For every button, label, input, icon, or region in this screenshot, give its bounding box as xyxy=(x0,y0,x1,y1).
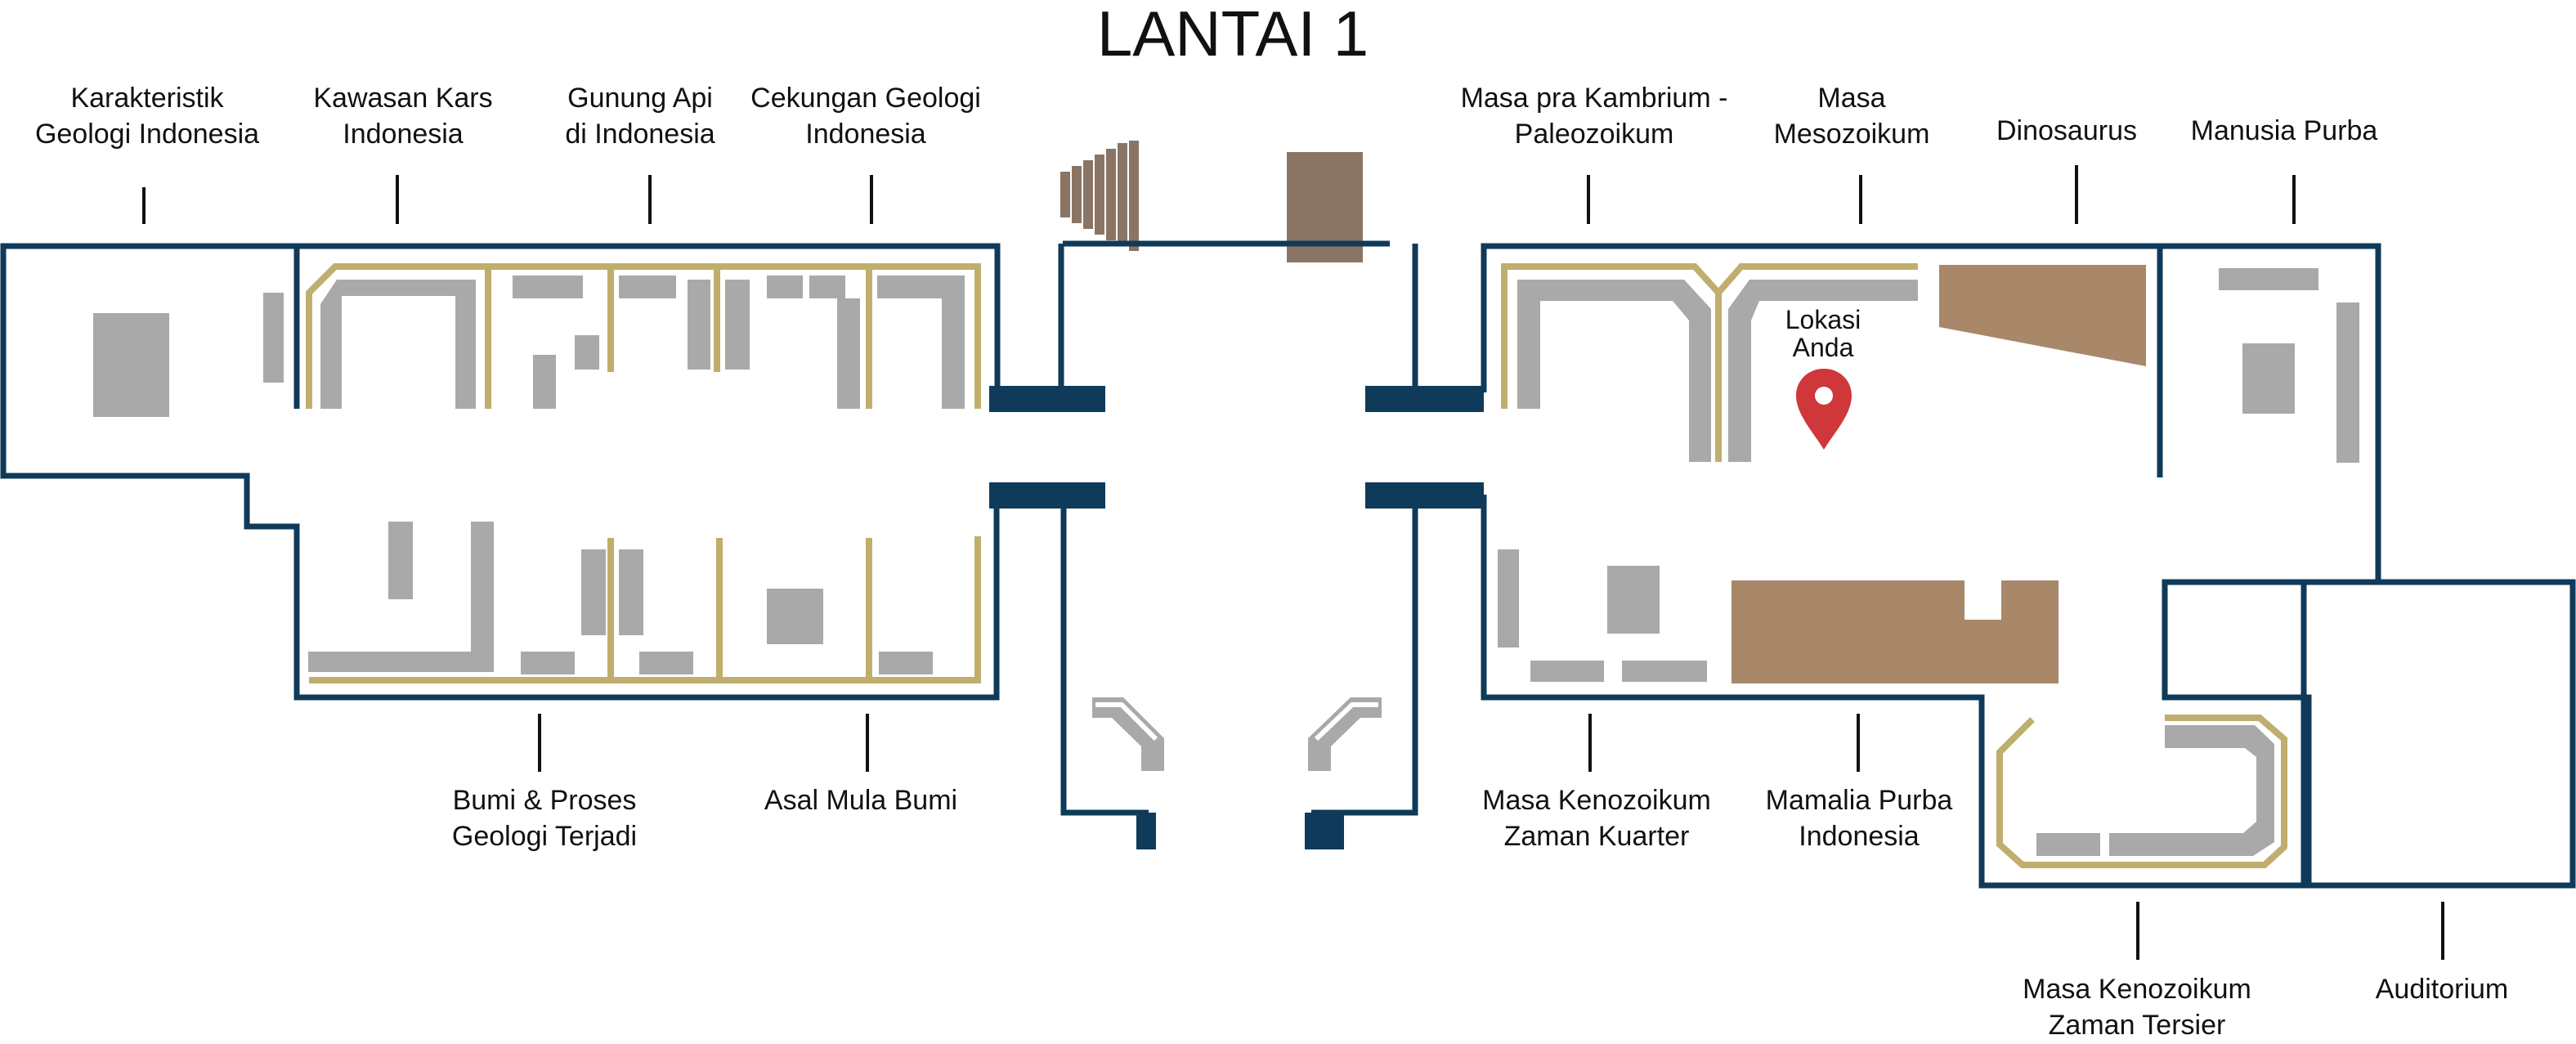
label-gunung-api: Gunung Api di Indonesia xyxy=(565,83,715,150)
svg-text:Mesozoikum: Mesozoikum xyxy=(1774,119,1930,150)
svg-text:Zaman Kuarter: Zaman Kuarter xyxy=(1504,821,1690,852)
center-walls xyxy=(1058,240,1418,816)
svg-text:Geologi Indonesia: Geologi Indonesia xyxy=(35,119,259,150)
svg-text:Bumi & Proses: Bumi & Proses xyxy=(453,785,637,816)
leader-lines xyxy=(142,165,2444,960)
display-cases-right-bottom xyxy=(1498,549,1707,682)
svg-text:Kawasan Kars: Kawasan Kars xyxy=(313,83,492,114)
svg-text:Zaman Tersier: Zaman Tersier xyxy=(2049,1010,2226,1041)
svg-text:Indonesia: Indonesia xyxy=(343,119,464,150)
floor-title: LANTAI 1 xyxy=(1097,0,1369,69)
svg-text:Geologi Terjadi: Geologi Terjadi xyxy=(452,821,637,852)
you-are-here-label-2: Anda xyxy=(1793,333,1854,362)
svg-text:Cekungan Geologi: Cekungan Geologi xyxy=(750,83,981,114)
svg-text:Manusia Purba: Manusia Purba xyxy=(2191,115,2378,146)
label-manusia-purba: Manusia Purba xyxy=(2191,115,2378,146)
display-cases-left-top xyxy=(93,276,965,417)
label-karakteristik-geologi: Karakteristik Geologi Indonesia xyxy=(35,83,259,150)
center-benches xyxy=(1092,697,1382,771)
svg-text:Gunung Api: Gunung Api xyxy=(567,83,713,114)
you-are-here-marker: Lokasi Anda xyxy=(1785,305,1861,450)
svg-text:Auditorium: Auditorium xyxy=(2376,974,2509,1005)
display-cases-tersier xyxy=(2036,725,2274,856)
svg-text:Masa: Masa xyxy=(1817,83,1885,114)
svg-text:Indonesia: Indonesia xyxy=(1799,821,1920,852)
gold-rails-left-top xyxy=(306,263,981,409)
svg-text:Masa Kenozoikum: Masa Kenozoikum xyxy=(1482,785,1711,816)
label-bumi-proses: Bumi & Proses Geologi Terjadi xyxy=(452,785,637,852)
mamalia-exhibit xyxy=(1732,580,2059,683)
label-masa-mesozoikum: Masa Mesozoikum xyxy=(1774,83,1930,150)
label-asal-mula-bumi: Asal Mula Bumi xyxy=(764,785,957,816)
svg-text:Indonesia: Indonesia xyxy=(805,119,926,150)
map-pin-icon xyxy=(1796,369,1852,450)
gold-rails-right-top xyxy=(1501,263,1918,462)
label-kawasan-kars: Kawasan Kars Indonesia xyxy=(313,83,492,150)
svg-text:Masa Kenozoikum: Masa Kenozoikum xyxy=(2023,974,2251,1005)
right-wing-walls xyxy=(1481,243,2576,889)
label-zaman-kuarter: Masa Kenozoikum Zaman Kuarter xyxy=(1482,785,1711,852)
you-are-here-label-1: Lokasi xyxy=(1785,305,1861,334)
dinosaur-exhibit xyxy=(1939,265,2146,366)
label-zaman-tersier: Masa Kenozoikum Zaman Tersier xyxy=(2023,974,2251,1041)
svg-text:Asal Mula Bumi: Asal Mula Bumi xyxy=(764,785,957,816)
gold-rails-tersier xyxy=(1996,715,2287,868)
svg-text:Karakteristik: Karakteristik xyxy=(70,83,224,114)
svg-text:Masa pra Kambrium -: Masa pra Kambrium - xyxy=(1461,83,1728,114)
stairs xyxy=(1060,141,1139,251)
label-auditorium: Auditorium xyxy=(2376,974,2509,1005)
label-dinosaurus: Dinosaurus xyxy=(1996,115,2137,146)
label-mamalia-purba: Mamalia Purba Indonesia xyxy=(1766,785,1953,852)
svg-text:Mamalia Purba: Mamalia Purba xyxy=(1766,785,1953,816)
display-cases-left-bottom xyxy=(308,522,933,674)
label-cekungan-geologi: Cekungan Geologi Indonesia xyxy=(750,83,981,150)
left-wing-door-thresholds xyxy=(989,386,1105,509)
display-cases-right-top xyxy=(1517,268,2359,463)
svg-text:Paleozoikum: Paleozoikum xyxy=(1515,119,1674,150)
svg-text:Dinosaurus: Dinosaurus xyxy=(1996,115,2137,146)
svg-text:di Indonesia: di Indonesia xyxy=(565,119,715,150)
gold-rails-left-bottom xyxy=(309,536,981,683)
label-masa-pra-kambrium: Masa pra Kambrium - Paleozoikum xyxy=(1461,83,1728,150)
center-door-thresholds xyxy=(1136,386,1484,849)
left-wing-walls xyxy=(0,243,1001,701)
